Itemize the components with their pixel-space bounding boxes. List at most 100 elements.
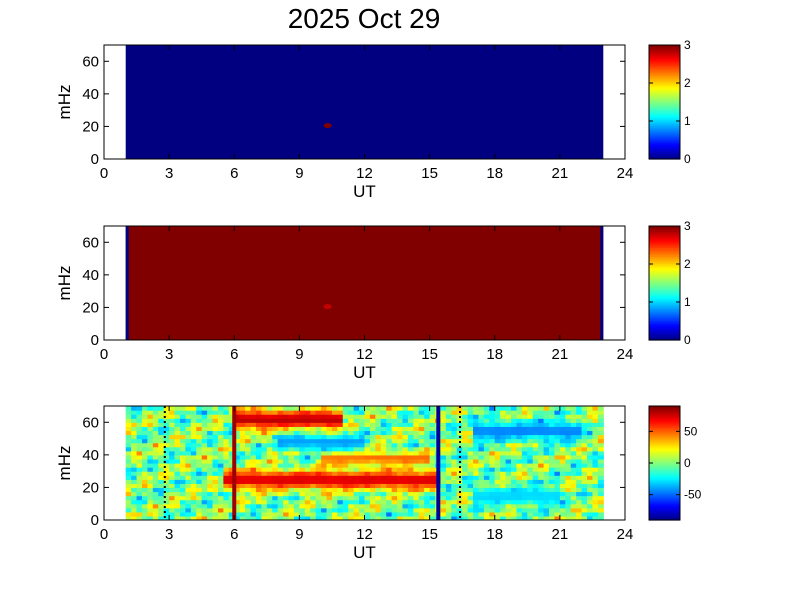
heatmap-cell bbox=[505, 503, 512, 509]
heatmap-cell bbox=[255, 418, 262, 423]
heatmap-cell bbox=[424, 499, 431, 505]
heatmap-cell bbox=[391, 434, 398, 440]
heatmap-cell bbox=[402, 434, 409, 440]
heatmap-cell bbox=[223, 503, 230, 509]
heatmap-cell bbox=[261, 414, 268, 419]
heatmap-cell bbox=[375, 438, 382, 444]
heatmap-cell bbox=[413, 463, 420, 468]
heatmap-cell bbox=[413, 438, 420, 444]
heatmap-cell bbox=[429, 491, 436, 497]
heatmap-cell bbox=[407, 475, 414, 480]
heatmap-cell bbox=[239, 491, 246, 497]
heatmap-cell bbox=[565, 491, 572, 497]
heatmap-cell bbox=[516, 406, 523, 411]
colorbar-tick-label: 0 bbox=[684, 333, 691, 347]
heatmap-cell bbox=[304, 410, 311, 415]
heatmap-cell bbox=[576, 442, 583, 448]
heatmap-cell bbox=[125, 454, 132, 460]
x-tick-label: 24 bbox=[617, 526, 634, 543]
heatmap-cell bbox=[489, 458, 496, 464]
heatmap-cell bbox=[174, 507, 181, 513]
heatmap-cell bbox=[147, 454, 154, 460]
colorbar-segment bbox=[649, 270, 680, 273]
heatmap-cell bbox=[413, 507, 420, 513]
heatmap-cell bbox=[527, 426, 534, 432]
heatmap-cell bbox=[125, 410, 132, 415]
heatmap-cell bbox=[201, 430, 208, 436]
heatmap-cell bbox=[581, 418, 588, 423]
heatmap-cell bbox=[179, 446, 187, 452]
heatmap-cell bbox=[451, 438, 458, 444]
heatmap-cell bbox=[310, 495, 317, 501]
heatmap-cell bbox=[315, 467, 322, 472]
heatmap-cell bbox=[418, 430, 425, 436]
heatmap-cell bbox=[597, 487, 604, 493]
heatmap-cell bbox=[538, 426, 545, 432]
heatmap-cell bbox=[239, 446, 246, 452]
heatmap-cell bbox=[462, 515, 469, 520]
heatmap-cell bbox=[505, 475, 512, 480]
heatmap-cell bbox=[407, 422, 414, 427]
heatmap-cell bbox=[451, 454, 458, 460]
heatmap-cell bbox=[413, 471, 420, 476]
heatmap-cell bbox=[424, 442, 431, 448]
heatmap-cell bbox=[576, 406, 583, 411]
heatmap-cell bbox=[597, 458, 604, 464]
heatmap-cell bbox=[440, 475, 447, 480]
heatmap-cell bbox=[494, 418, 501, 423]
heatmap-cell bbox=[511, 487, 518, 493]
heatmap-cell bbox=[500, 446, 507, 452]
heatmap-cell bbox=[261, 438, 268, 444]
heatmap-cell bbox=[212, 499, 219, 505]
heatmap-cell bbox=[277, 454, 284, 460]
heatmap-cell bbox=[467, 406, 474, 411]
heatmap-cell bbox=[201, 499, 208, 505]
heatmap-cell bbox=[592, 438, 599, 444]
heatmap-cell bbox=[597, 499, 604, 505]
heatmap-cell bbox=[174, 483, 181, 489]
heatmap-cell bbox=[543, 511, 550, 517]
heatmap-cell bbox=[521, 434, 528, 440]
heatmap-cell bbox=[245, 410, 252, 415]
heatmap-cell bbox=[158, 463, 165, 468]
heatmap-cell bbox=[348, 434, 355, 440]
heatmap-cell bbox=[196, 410, 203, 415]
heatmap-cell bbox=[380, 426, 387, 432]
heatmap-cell bbox=[429, 471, 436, 476]
heatmap-cell bbox=[511, 475, 518, 480]
colorbar-segment bbox=[649, 427, 680, 430]
heatmap-cell bbox=[456, 418, 463, 423]
heatmap-cell bbox=[250, 422, 257, 427]
heatmap-cell bbox=[424, 438, 431, 444]
heatmap-cell bbox=[364, 442, 371, 448]
heatmap-cell bbox=[174, 426, 181, 432]
heatmap-cell bbox=[397, 467, 404, 472]
colorbar-segment bbox=[649, 126, 680, 130]
heatmap-cell bbox=[500, 483, 507, 489]
colorbar-segment bbox=[649, 480, 680, 484]
heatmap-cell bbox=[293, 426, 300, 432]
colorbar-segment bbox=[649, 102, 680, 105]
heatmap-cell bbox=[353, 471, 360, 476]
edge-strip-left bbox=[125, 226, 129, 340]
heatmap-cell bbox=[125, 491, 132, 497]
heatmap-cell bbox=[424, 507, 431, 513]
heatmap-cell bbox=[511, 406, 518, 411]
heatmap-cell bbox=[429, 426, 436, 432]
heatmap-cell bbox=[304, 479, 311, 484]
heatmap-cell bbox=[326, 458, 333, 464]
heatmap-cell bbox=[581, 406, 588, 411]
heatmap-cell bbox=[321, 434, 328, 440]
heatmap-cell bbox=[174, 458, 181, 464]
heatmap-cell bbox=[467, 463, 474, 468]
heatmap-cell bbox=[283, 406, 290, 411]
heatmap-cell bbox=[310, 483, 317, 489]
heatmap-cell bbox=[494, 422, 501, 427]
heatmap-cell bbox=[288, 503, 295, 509]
heatmap-cell bbox=[538, 467, 545, 472]
heatmap-cell bbox=[239, 463, 246, 468]
heatmap-cell bbox=[587, 507, 594, 513]
heatmap-cell bbox=[250, 450, 257, 456]
heatmap-cell bbox=[516, 418, 523, 423]
colorbar-segment bbox=[649, 153, 680, 157]
